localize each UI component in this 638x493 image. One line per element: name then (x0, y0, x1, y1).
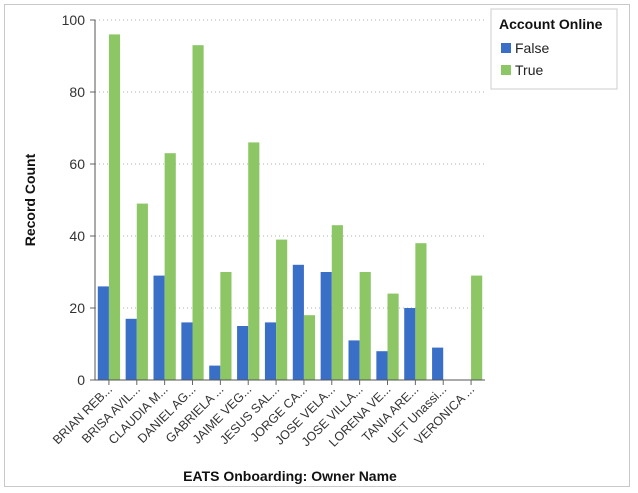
legend-label-false: False (515, 40, 549, 56)
bar-false (264, 322, 277, 380)
y-tick-label: 40 (69, 228, 85, 244)
bar-true (359, 272, 371, 380)
bar-true (192, 45, 204, 380)
bar-true (164, 153, 176, 380)
bar-true (471, 275, 483, 380)
bar-false (125, 318, 137, 380)
bar-false (432, 347, 444, 380)
bar-true (136, 203, 148, 380)
bar-false (320, 272, 332, 380)
legend-label-true: True (515, 62, 543, 78)
bar-false (376, 351, 388, 380)
y-tick-label: 20 (69, 300, 85, 316)
y-tick-label: 60 (69, 156, 85, 172)
legend-swatch-false (501, 43, 511, 53)
bar-false (292, 264, 304, 380)
bar-true (303, 315, 316, 380)
bar-true (108, 34, 121, 381)
bar-false (237, 326, 249, 380)
bar-true (331, 225, 343, 380)
bar-true (276, 239, 288, 380)
legend: Account Online False True (490, 8, 618, 90)
bar-false (209, 365, 221, 380)
x-axis-title: EATS Onboarding: Owner Name (183, 468, 397, 484)
legend-title: Account Online (499, 16, 603, 32)
y-tick-label: 0 (77, 372, 85, 388)
bar-false (153, 275, 165, 380)
bar-true (220, 272, 232, 380)
bar-true (248, 142, 260, 380)
bar-true (415, 243, 427, 380)
y-tick-label: 100 (62, 12, 86, 28)
legend-swatch-true (501, 65, 511, 75)
chart-frame: 0 20 40 60 80 100 BRIAN REB... BRISA AVIL... CLA… (4, 4, 630, 487)
y-tick-label: 80 (69, 84, 85, 100)
bar-false (404, 308, 416, 380)
bar-false (97, 286, 109, 380)
bar-false (181, 322, 193, 380)
legend-box (490, 8, 618, 90)
bar-true (387, 293, 399, 380)
bar-false (348, 340, 360, 380)
bars (97, 34, 483, 381)
y-axis-title: Record Count (22, 153, 38, 246)
